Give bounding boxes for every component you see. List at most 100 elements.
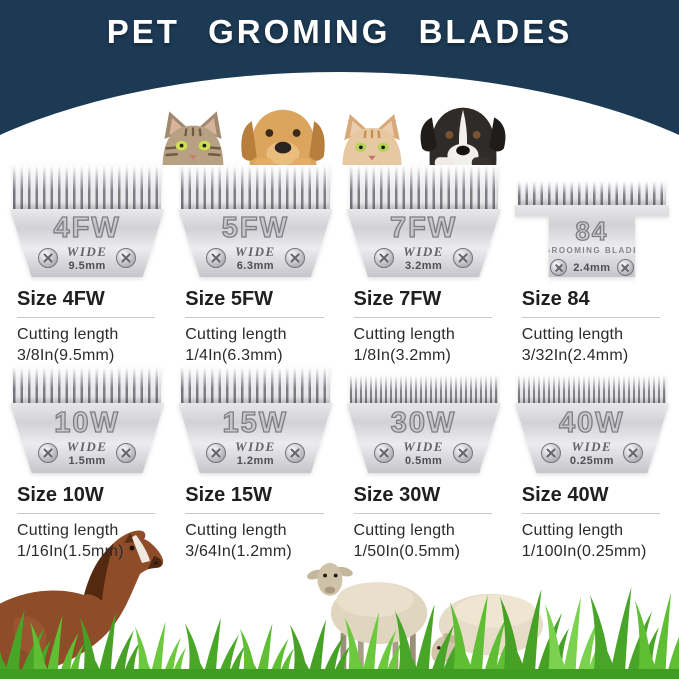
blade-15w: 15W WIDE 1.2mm bbox=[178, 367, 333, 473]
label-size-5fw: Size 5FW Cutting length 1/4In(6.3mm) bbox=[178, 288, 332, 366]
label-size-30w: Size 30W Cutting length 1/50In(0.5mm) bbox=[347, 484, 501, 562]
blade-row-2: 10W WIDE 1.5mm 15W WIDE bbox=[0, 365, 679, 473]
tabby-cat-photo bbox=[162, 111, 224, 165]
mm-engraving: 0.5mm bbox=[404, 454, 443, 467]
size-title: Size 30W bbox=[353, 484, 492, 514]
blade-size-engraving: 4FW bbox=[53, 212, 121, 245]
screw-icon bbox=[116, 248, 137, 269]
label-size-7fw: Size 7FW Cutting length 1/8In(3.2mm) bbox=[347, 288, 501, 366]
screw-icon bbox=[452, 443, 473, 464]
screw-icon bbox=[374, 248, 395, 269]
label-size-40w: Size 40W Cutting length 1/100In(0.25mm) bbox=[515, 484, 669, 562]
blade-size-engraving: 15W bbox=[222, 407, 289, 440]
grass bbox=[0, 587, 679, 679]
golden-retriever-photo bbox=[241, 109, 325, 165]
mm-engraving: 6.3mm bbox=[236, 259, 275, 272]
peeking-pets-row bbox=[155, 96, 512, 165]
screw-icon bbox=[37, 248, 58, 269]
blade-teeth bbox=[181, 165, 330, 209]
label-size-4fw: Size 4FW Cutting length 3/8In(9.5mm) bbox=[10, 288, 164, 366]
screw-icon bbox=[284, 248, 305, 269]
orange-cat-photo bbox=[342, 114, 402, 165]
label-size-15w: Size 15W Cutting length 3/64In(1.2mm) bbox=[178, 484, 332, 562]
label-size-84: Size 84 Cutting length 3/32In(2.4mm) bbox=[515, 288, 669, 366]
product-infographic: PET GROMING BLADES bbox=[0, 0, 679, 561]
blade-size-engraving: 84 bbox=[575, 216, 609, 246]
mm-engraving: 3.2mm bbox=[404, 259, 443, 272]
blade-size-engraving: 30W bbox=[390, 407, 457, 440]
mm-engraving: 1.2mm bbox=[236, 454, 275, 467]
blade-teeth bbox=[181, 367, 330, 403]
blade-30w: 30W WIDE 0.5mm bbox=[346, 375, 501, 473]
screw-icon bbox=[452, 248, 473, 269]
mm-engraving: 9.5mm bbox=[68, 259, 106, 272]
mm-engraving: 1.5mm bbox=[68, 454, 106, 467]
blade-row-1: 4FW WIDE 9.5mm 5FW WIDE bbox=[0, 165, 679, 277]
blade-teeth bbox=[13, 367, 162, 403]
screw-icon bbox=[550, 259, 568, 277]
sheep-photo bbox=[307, 562, 543, 679]
blade-size-engraving: 5FW bbox=[221, 212, 289, 245]
screw-icon bbox=[37, 443, 58, 464]
blade-teeth bbox=[517, 181, 667, 205]
wide-engraving: WIDE bbox=[235, 244, 276, 260]
blade-5fw: 5FW WIDE 6.3mm bbox=[178, 165, 333, 277]
blade-size-engraving: 7FW bbox=[389, 212, 458, 245]
wide-engraving: WIDE bbox=[403, 244, 444, 260]
blade-body: 15W WIDE 1.2mm bbox=[178, 403, 333, 473]
blade-size-engraving: 10W bbox=[54, 407, 120, 440]
cutting-length-value: 3/8In(9.5mm) bbox=[17, 347, 115, 365]
cutting-length-value: 1/4In(6.3mm) bbox=[185, 347, 283, 365]
blade-body: 5FW WIDE 6.3mm bbox=[178, 209, 333, 277]
screw-icon bbox=[116, 443, 137, 464]
wide-engraving: WIDE bbox=[571, 439, 613, 455]
label-row-2: Size 10W Cutting length 1/16In(1.5mm) Si… bbox=[0, 473, 679, 561]
label-row-1: Size 4FW Cutting length 3/8In(9.5mm) Siz… bbox=[0, 277, 679, 365]
blade-body: 40W WIDE 0.25mm bbox=[514, 403, 669, 473]
blade-size-engraving: 40W bbox=[558, 407, 625, 440]
cutting-length-value: 1/50In(0.5mm) bbox=[353, 543, 461, 561]
header-banner: PET GROMING BLADES bbox=[0, 0, 679, 165]
cutting-length-text: Cutting length bbox=[185, 522, 287, 539]
blade-teeth bbox=[517, 375, 667, 403]
cutting-length-value: 3/64In(1.2mm) bbox=[185, 543, 292, 561]
size-title: Size 4FW bbox=[17, 288, 156, 318]
blade-84: 84 GROOMING BLADE 2.4mm bbox=[514, 181, 669, 277]
screw-icon bbox=[206, 248, 227, 269]
mm-engraving: 2.4mm bbox=[573, 261, 611, 274]
cutting-length-text: Cutting length bbox=[521, 522, 624, 539]
cutting-length-text: Cutting length bbox=[353, 522, 456, 539]
blade-40w: 40W WIDE 0.25mm bbox=[514, 375, 669, 473]
grooming-blade-engraving: GROOMING BLADE bbox=[543, 246, 640, 255]
cutting-length-text: Cutting length bbox=[17, 522, 119, 539]
size-title: Size 40W bbox=[521, 484, 661, 514]
wide-engraving: WIDE bbox=[66, 244, 108, 260]
screw-icon bbox=[622, 443, 643, 464]
blade-body: 10W WIDE 1.5mm bbox=[10, 403, 165, 473]
screw-icon bbox=[616, 259, 634, 277]
screw-icon bbox=[284, 443, 305, 464]
size-title: Size 10W bbox=[17, 484, 156, 514]
blade-10w: 10W WIDE 1.5mm bbox=[10, 367, 165, 473]
size-title: Size 7FW bbox=[353, 288, 492, 318]
black-white-dog-photo bbox=[420, 107, 506, 165]
screw-icon bbox=[374, 443, 395, 464]
size-title: Size 84 bbox=[521, 288, 661, 318]
blade-body: 30W WIDE 0.5mm bbox=[346, 403, 501, 473]
blade-7fw: 7FW WIDE 3.2mm bbox=[346, 165, 501, 277]
cutting-length-value: 1/100In(0.25mm) bbox=[521, 543, 647, 561]
cutting-length-text: Cutting length bbox=[185, 326, 287, 343]
screw-icon bbox=[206, 443, 227, 464]
size-title: Size 5FW bbox=[185, 288, 324, 318]
wide-engraving: WIDE bbox=[235, 439, 276, 455]
size-title: Size 15W bbox=[185, 484, 324, 514]
blade-teeth bbox=[349, 165, 499, 209]
cutting-length-value: 1/16In(1.5mm) bbox=[17, 543, 124, 561]
blade-body: 84 GROOMING BLADE 2.4mm bbox=[514, 205, 669, 277]
cutting-length-value: 3/32In(2.4mm) bbox=[521, 347, 629, 365]
blade-teeth bbox=[349, 375, 499, 403]
mm-engraving: 0.25mm bbox=[569, 454, 614, 467]
screw-icon bbox=[540, 443, 561, 464]
cutting-length-text: Cutting length bbox=[353, 326, 456, 343]
page-title: PET GROMING BLADES bbox=[106, 13, 573, 50]
